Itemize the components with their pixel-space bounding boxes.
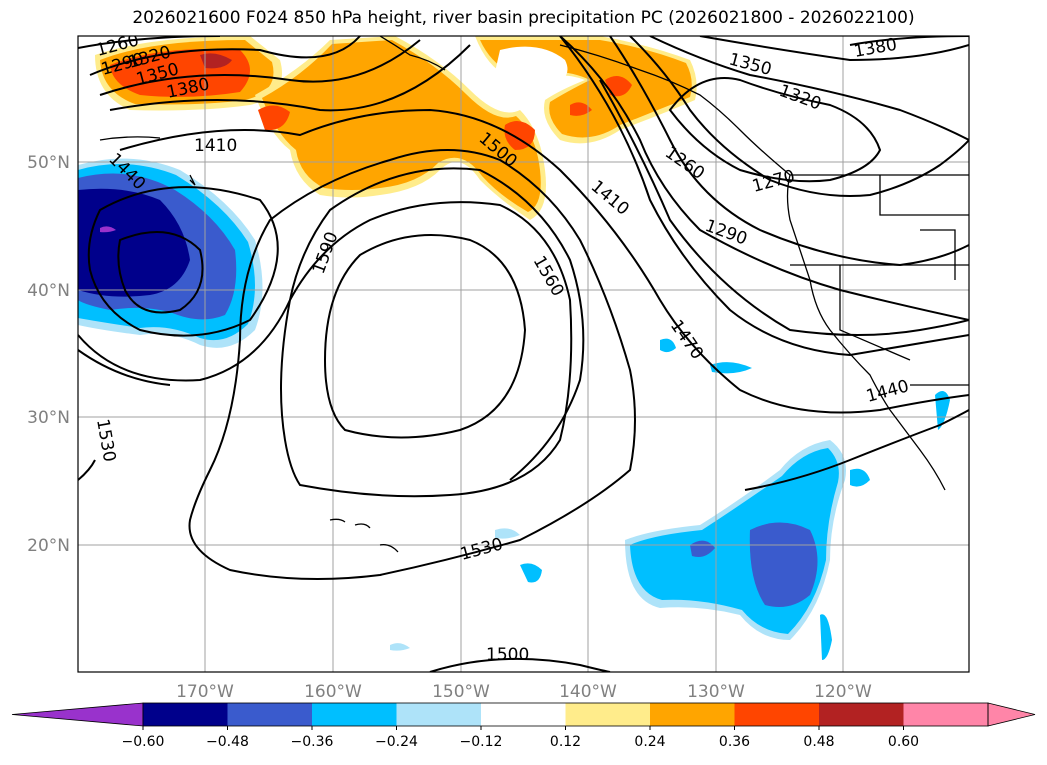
lat-label: 40°N: [27, 281, 70, 301]
colorbar-tick-label: −0.48: [206, 734, 249, 750]
latitude-labels: 50°N 40°N 30°N 20°N: [27, 153, 70, 556]
lon-label: 120°W: [814, 682, 872, 702]
colorbar-extend-high: [987, 702, 1036, 727]
colorbar-segment: [819, 703, 904, 726]
lon-label: 130°W: [687, 682, 745, 702]
colorbar-segment: [396, 703, 482, 726]
contour-label: 1410: [194, 136, 237, 156]
colorbar-tick-label: 0.48: [803, 734, 834, 750]
colorbar-tick-label: 0.24: [634, 734, 665, 750]
colorbar-segment: [312, 703, 397, 726]
coastlines: [99, 36, 969, 553]
colorbar-tick-label: −0.60: [122, 734, 165, 750]
map-frame: [77, 35, 970, 673]
lat-label: 50°N: [27, 153, 70, 173]
map-title: 2026021600 F024 850 hPa height, river ba…: [132, 8, 915, 28]
contour-label: 1500: [486, 645, 529, 665]
map-area: 1260 1290 1320 1350 1380 1410 1440 1500 …: [78, 36, 969, 672]
lat-label: 30°N: [27, 408, 70, 428]
colorbar-segment: [650, 703, 735, 726]
colorbar-segment: [734, 703, 820, 726]
lat-label: 20°N: [27, 536, 70, 556]
colorbar-tick-label: −0.12: [460, 734, 503, 750]
colorbar-segment: [143, 703, 228, 726]
colorbar-tick-label: −0.24: [375, 734, 418, 750]
graticule: [78, 36, 969, 672]
colorbar-segment: [565, 703, 651, 726]
colorbar-segment: [481, 703, 566, 726]
longitude-labels: 170°W 160°W 150°W 140°W 130°W 120°W: [176, 682, 872, 702]
colorbar-segment: [903, 703, 989, 726]
colorbar-tick-label: 0.36: [719, 734, 750, 750]
colorbar-extend-low: [11, 702, 144, 727]
lon-label: 160°W: [304, 682, 362, 702]
colorbar-tick-label: 0.12: [550, 734, 581, 750]
lon-label: 170°W: [176, 682, 234, 702]
lon-label: 140°W: [559, 682, 617, 702]
colorbar-tick-label: −0.36: [291, 734, 334, 750]
positive-precip-anomaly: [95, 36, 697, 220]
colorbar: −0.60 −0.48 −0.36 −0.24 −0.12 0.12 0.24 0.36 0.4…: [11, 702, 1036, 750]
negative-precip-anomaly: [78, 158, 950, 660]
colorbar-segment: [227, 703, 313, 726]
colorbar-tick-label: 0.60: [888, 734, 919, 750]
lon-label: 150°W: [432, 682, 490, 702]
height-contours: [78, 36, 969, 672]
